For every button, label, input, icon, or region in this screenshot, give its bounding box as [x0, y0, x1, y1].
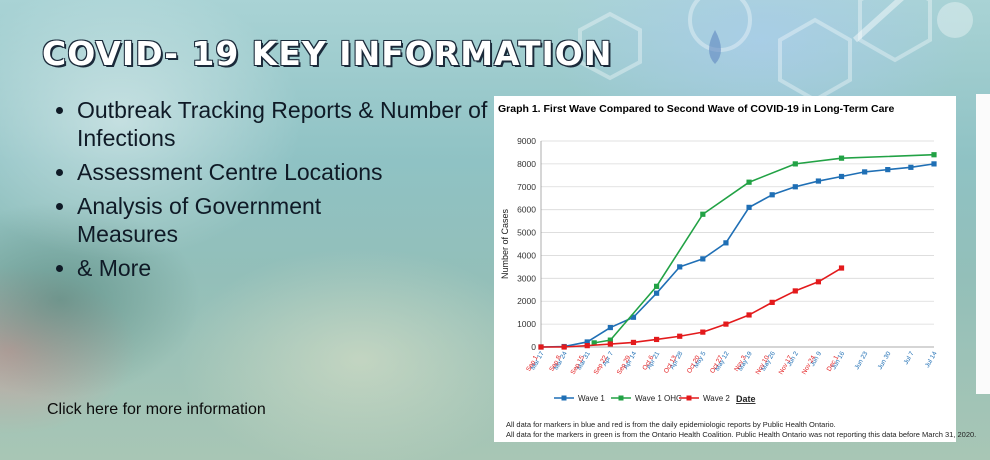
data-point	[838, 173, 845, 180]
data-point	[792, 184, 798, 190]
info-list: Outbreak Tracking Reports & Number of In…	[55, 96, 497, 288]
data-point	[677, 264, 683, 270]
data-point	[591, 340, 597, 346]
chart-title: Graph 1. First Wave Compared to Second W…	[498, 103, 895, 115]
data-point	[746, 179, 752, 185]
page-title: COVID- 19 KEY INFORMATION	[42, 34, 613, 73]
legend-marker	[561, 395, 567, 401]
data-point	[538, 344, 544, 350]
data-point	[723, 240, 729, 246]
data-point	[700, 211, 706, 217]
data-point	[931, 152, 937, 158]
chart-footnote: All data for the markers in green is fro…	[506, 430, 977, 439]
list-item: Outbreak Tracking Reports & Number of In…	[77, 96, 497, 152]
x-tick-label: Jun 30	[877, 350, 893, 371]
data-point	[653, 283, 660, 289]
data-point	[607, 324, 613, 331]
data-point	[584, 343, 590, 349]
data-point	[746, 204, 752, 210]
data-point	[561, 344, 567, 350]
data-point	[838, 155, 845, 161]
series-line	[594, 153, 935, 344]
list-item: & More	[77, 254, 497, 282]
x-tick-label: Jul 7	[903, 350, 916, 366]
y-tick-label: 3000	[517, 273, 536, 283]
data-point	[746, 312, 752, 318]
data-point	[862, 169, 868, 175]
y-tick-label: 8000	[517, 159, 536, 169]
data-point	[908, 164, 914, 170]
list-item: Assessment Centre Locations	[77, 158, 497, 186]
y-tick-label: 9000	[517, 136, 536, 146]
data-point	[607, 337, 613, 343]
data-point	[792, 161, 798, 167]
data-point	[700, 329, 706, 335]
data-point	[653, 336, 660, 343]
chart-card: 0 1000 2000 3000 4000 5000 6000 7000 8000 9000 Mar…	[494, 96, 976, 442]
y-tick-label: 1000	[517, 319, 536, 329]
data-point	[931, 161, 937, 167]
data-point	[677, 333, 683, 339]
legend-label: Wave 2	[703, 394, 730, 403]
data-point	[769, 192, 775, 198]
data-point	[723, 321, 729, 327]
y-tick-label: 6000	[517, 205, 536, 215]
x-axis-label: Date	[736, 394, 756, 404]
y-tick-label: 5000	[517, 228, 536, 238]
data-point	[769, 299, 775, 305]
data-point	[885, 167, 891, 173]
legend-label: Wave 1 OHC	[635, 394, 682, 403]
data-point	[630, 339, 637, 346]
y-tick-label: 4000	[517, 250, 536, 260]
chart-footnote: All data for markers in blue and red is …	[506, 420, 836, 429]
data-point	[815, 178, 822, 184]
data-point	[792, 288, 798, 294]
x-tick-label: Jun 23	[854, 350, 870, 371]
y-tick-label: 2000	[517, 296, 536, 306]
legend-label: Wave 1	[578, 394, 605, 403]
legend-marker	[686, 395, 692, 401]
y-tick-label: 0	[531, 342, 536, 352]
y-tick-label: 7000	[517, 182, 536, 192]
data-point	[838, 265, 845, 271]
series-line	[540, 163, 935, 348]
line-chart: 0100020003000400050006000700080009000Mar…	[500, 136, 939, 404]
data-point	[607, 341, 613, 347]
adjacent-card-edge	[976, 94, 990, 394]
more-info-link[interactable]: Click here for more information	[47, 401, 266, 418]
data-point	[653, 290, 660, 296]
data-point	[815, 279, 822, 285]
data-point	[584, 339, 590, 345]
x-tick-label: Jul 14	[924, 350, 939, 369]
list-item: Analysis of Government Measures	[77, 192, 357, 248]
legend-marker	[618, 395, 624, 401]
data-point	[700, 256, 706, 262]
data-point	[630, 314, 637, 320]
series-line	[541, 267, 842, 348]
y-axis-label: Number of Cases	[500, 208, 510, 279]
